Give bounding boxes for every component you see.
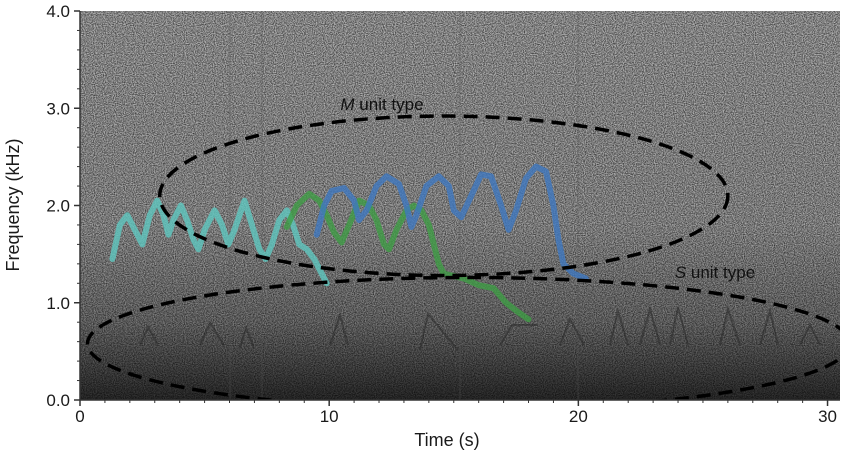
series-line-2 — [283, 190, 532, 323]
series-line-3 — [313, 163, 589, 282]
y-axis-ticks: 0.0 1.0 2.0 3.0 4.0 — [46, 2, 80, 410]
spectrogram-low-frequency-energy — [80, 11, 840, 400]
x-axis-label: Time (s) — [414, 430, 479, 450]
x-tick-label: 20 — [569, 407, 588, 426]
y-tick-label: 1.0 — [46, 294, 70, 313]
annotation-label-m: M unit type — [340, 95, 423, 114]
y-tick-label: 3.0 — [46, 99, 70, 118]
annotation-ellipse-s — [85, 275, 840, 400]
x-tick-label: 10 — [320, 407, 339, 426]
y-tick-label: 4.0 — [46, 2, 70, 21]
plot-area — [80, 11, 840, 400]
x-axis-ticks: 0 10 20 30 — [75, 400, 837, 426]
annotation-ellipse-m — [157, 114, 730, 278]
y-tick-label: 2.0 — [46, 197, 70, 216]
annotation-text: unit type — [355, 95, 424, 114]
annotation-label-s: S unit type — [675, 263, 755, 282]
annotation-prefix: M — [340, 95, 355, 114]
y-axis-label: Frequency (kHz) — [3, 138, 23, 271]
x-tick-label: 0 — [75, 407, 84, 426]
annotation-text: unit type — [686, 263, 755, 282]
annotation-layer — [85, 114, 840, 400]
series-layer — [109, 163, 589, 323]
annotation-prefix: S — [675, 263, 687, 282]
x-tick-label: 30 — [818, 407, 837, 426]
y-tick-label: 0.0 — [46, 391, 70, 410]
s-unit-traces — [139, 305, 821, 351]
